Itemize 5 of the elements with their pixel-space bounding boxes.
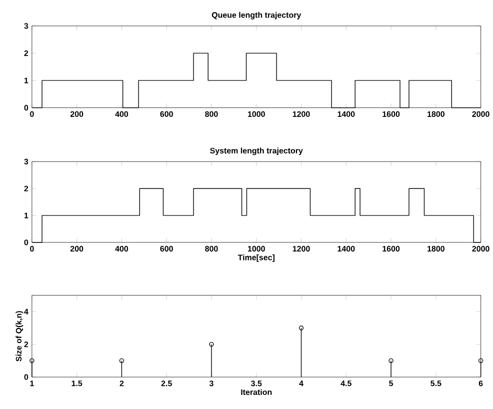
point xyxy=(388,358,394,364)
point xyxy=(119,358,124,364)
point xyxy=(30,358,34,364)
point xyxy=(209,342,214,347)
point xyxy=(298,326,304,330)
